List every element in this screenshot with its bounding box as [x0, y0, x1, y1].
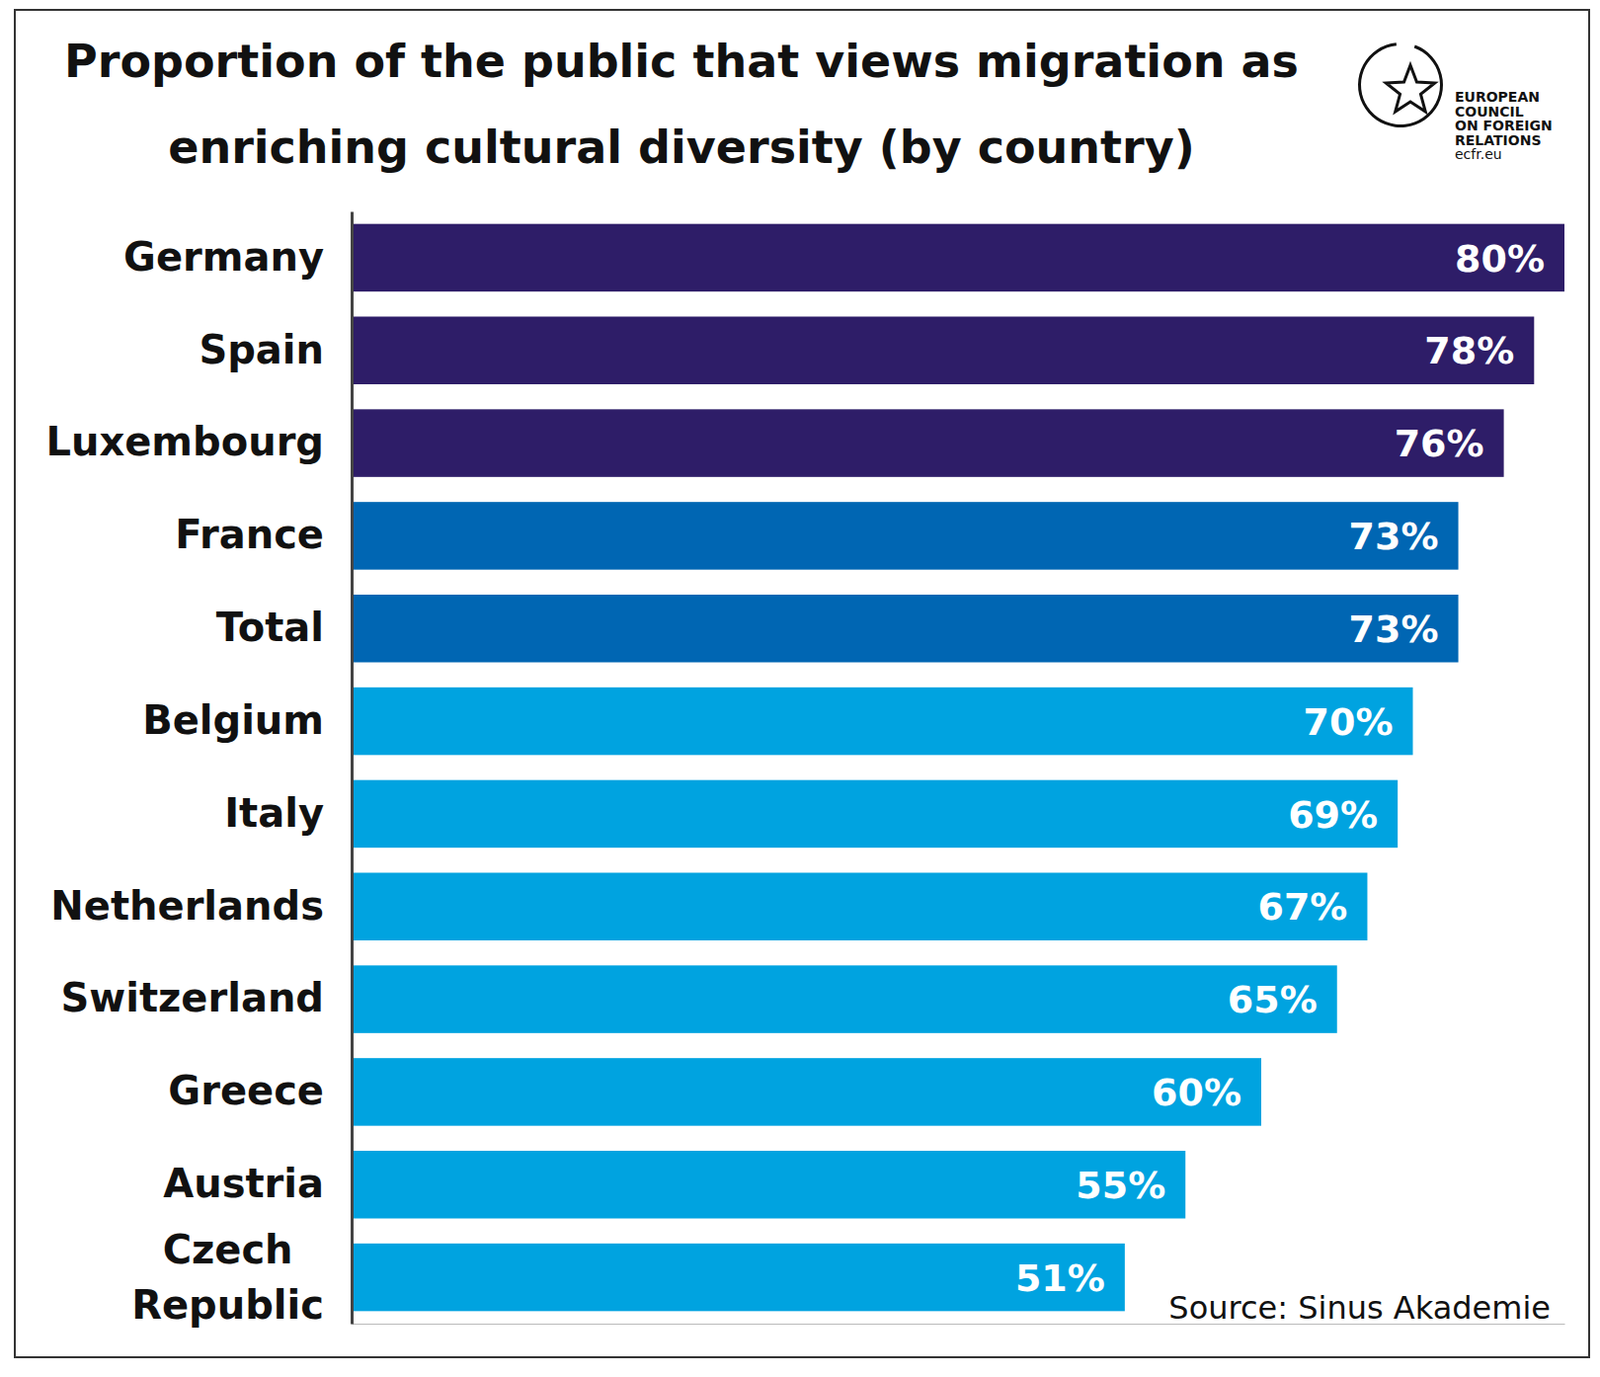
y-tick: Germany: [123, 234, 324, 280]
y-tick-label: Netherlands: [50, 882, 324, 929]
data-label: 80%: [1454, 237, 1545, 281]
bar: [351, 1150, 1186, 1218]
bar: [351, 1243, 1125, 1311]
y-tick-label: Austria: [162, 1160, 324, 1206]
y-tick-label: Germany: [123, 234, 324, 280]
data-label: 78%: [1424, 328, 1515, 373]
y-tick: Total: [216, 604, 324, 650]
logo-star: [1385, 65, 1435, 112]
y-axis: Germany Spain Luxembourg France Total Belgium…: [45, 212, 352, 1329]
data-labels: 80% 78% 76% 73% 73% 70% 69% 67% 65% 60% 55% 51%: [1015, 237, 1545, 1300]
y-tick: France: [174, 511, 324, 558]
y-tick-label: Greece: [167, 1067, 324, 1114]
data-label: 51%: [1015, 1256, 1106, 1300]
y-tick: Luxembourg: [45, 418, 324, 465]
bars: [351, 224, 1565, 1312]
title: Proportion of the public that views migr…: [64, 34, 1299, 174]
source: Source: Sinus Akademie: [1168, 1288, 1551, 1327]
data-label: 73%: [1349, 514, 1440, 559]
bar: [351, 964, 1338, 1033]
bar: [351, 594, 1459, 662]
data-label: 55%: [1075, 1163, 1166, 1207]
bar: [351, 501, 1459, 569]
logo-text: ecfr.eu: [1454, 146, 1503, 162]
y-axis-line: [350, 212, 354, 1325]
bar: [351, 1057, 1262, 1125]
y-tick-label: Belgium: [142, 697, 324, 743]
y-tick-label: Switzerland: [60, 974, 324, 1021]
y-tick: Belgium: [142, 697, 324, 743]
y-tick: CzechRepublic: [131, 1226, 324, 1328]
y-tick: Switzerland: [60, 974, 324, 1021]
data-label: 69%: [1287, 793, 1378, 837]
bar: [351, 317, 1534, 385]
data-label: 67%: [1257, 884, 1348, 929]
y-tick: Austria: [162, 1160, 324, 1206]
y-tick: Netherlands: [50, 882, 324, 929]
y-tick-label: Italy: [224, 790, 324, 836]
data-label: 76%: [1394, 421, 1485, 466]
logo-ring: [1358, 42, 1443, 128]
bar: [351, 873, 1367, 941]
chart: Proportion of the public that views migr…: [0, 0, 1600, 1377]
y-tick: Greece: [167, 1067, 324, 1114]
y-tick-label: CzechRepublic: [131, 1226, 324, 1328]
y-tick-label: Total: [216, 604, 324, 650]
data-label: 73%: [1349, 607, 1440, 651]
y-tick-label: Spain: [198, 326, 324, 373]
data-label: 60%: [1151, 1070, 1242, 1115]
bar: [351, 687, 1414, 755]
data-label: 70%: [1303, 700, 1394, 744]
bar: [351, 224, 1565, 292]
data-label: 65%: [1227, 977, 1318, 1022]
y-tick-label: Luxembourg: [45, 418, 324, 465]
bar: [351, 408, 1505, 477]
frame: [14, 9, 1590, 1358]
y-tick: Spain: [198, 326, 324, 373]
logo: EUROPEANCOUNCILON FOREIGNRELATIONSecfr.e…: [1358, 42, 1553, 162]
y-tick-label: France: [174, 511, 324, 558]
bar: [351, 780, 1398, 848]
y-tick: Italy: [224, 790, 324, 836]
